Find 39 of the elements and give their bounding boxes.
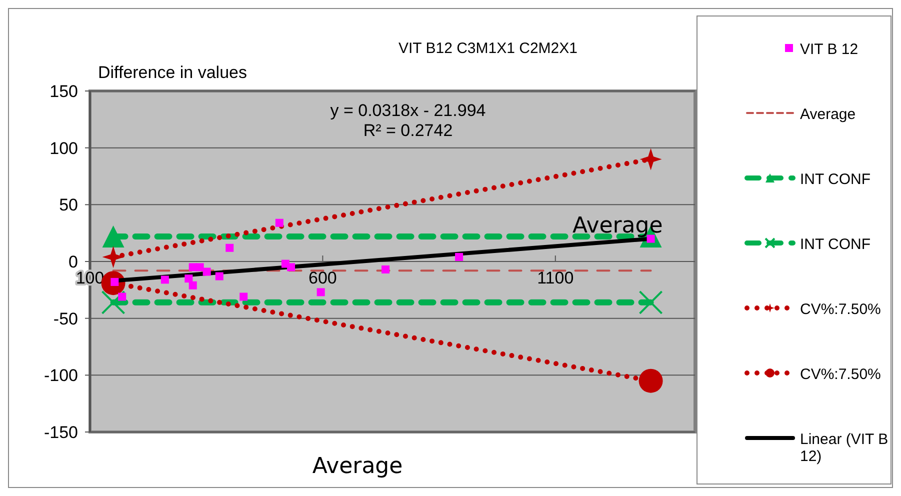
legend-label: INT CONF (800, 171, 871, 188)
annotation: y = 0.0318x - 21.994 (330, 101, 486, 120)
y-tick-label: -50 (53, 309, 78, 328)
legend-label: Linear (VIT B 12) (800, 431, 888, 465)
point (455, 252, 464, 261)
chart-title: VIT B12 C3M1X1 C2M2X1 (398, 40, 578, 57)
legend-label: CV%:7.50% (800, 301, 881, 318)
point (102, 246, 124, 268)
y-tick-label: 50 (59, 196, 78, 215)
point (638, 368, 663, 393)
point (382, 265, 390, 274)
y-tick-label: 100 (50, 138, 78, 158)
point (160, 276, 169, 284)
point (184, 274, 193, 283)
annotation: R² = 0.2742 (363, 121, 453, 140)
point (287, 263, 296, 272)
legend-label: CV%:7.50% (800, 366, 881, 383)
y-tick-label: -150 (44, 423, 78, 442)
x-axis-title: Average (312, 454, 403, 479)
point (240, 292, 248, 301)
legend-label: Average (800, 106, 856, 123)
point (202, 268, 211, 276)
point (188, 281, 197, 290)
y-tick-label: -100 (44, 366, 78, 386)
x-tick-label: 1100 (537, 268, 574, 288)
point (215, 272, 224, 280)
y-tick-label: 0 (68, 252, 78, 272)
point (640, 148, 662, 170)
legend-label: INT CONF (800, 236, 871, 253)
point (316, 288, 325, 296)
point (196, 263, 204, 272)
y-tick-label: 150 (50, 82, 78, 101)
legend-label: VIT B 12 (800, 41, 858, 58)
point (638, 290, 663, 314)
point (226, 244, 234, 252)
x-tick-label: 600 (308, 268, 337, 288)
point (118, 292, 126, 301)
y-axis-title: Difference in values (98, 63, 247, 82)
point (275, 218, 284, 227)
